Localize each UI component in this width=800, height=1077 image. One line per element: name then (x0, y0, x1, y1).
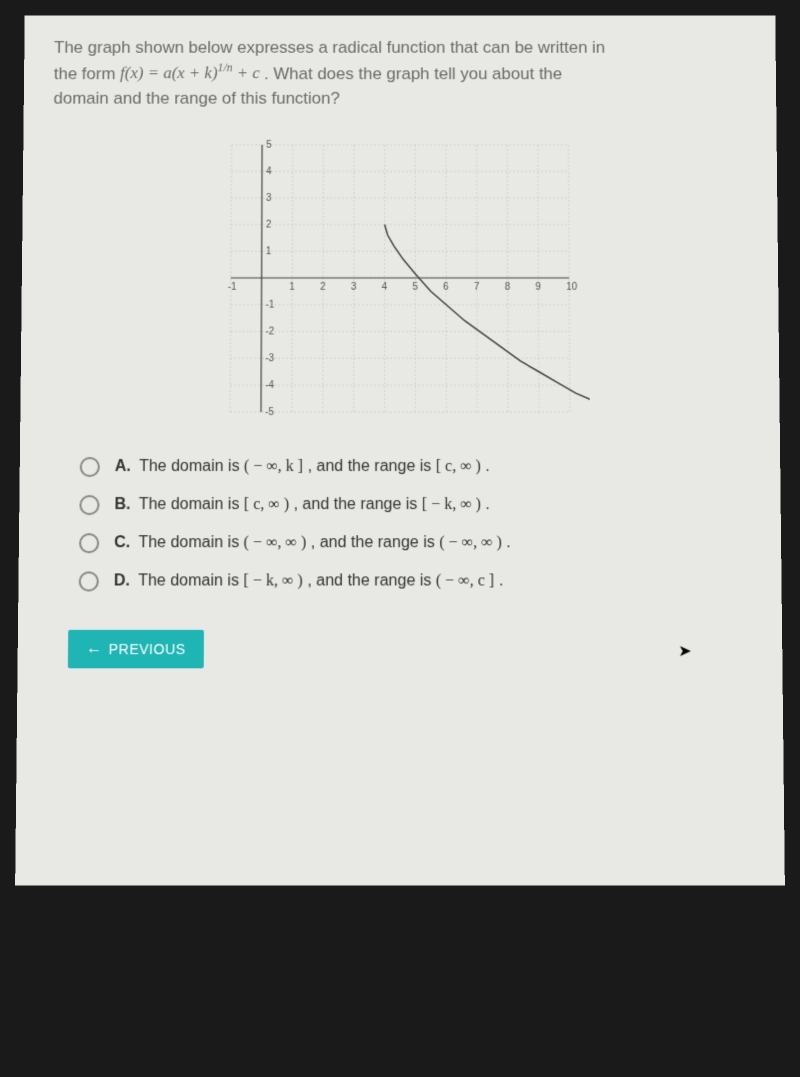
svg-text:-1: -1 (228, 282, 237, 293)
option-a[interactable]: A. The domain is ( − ∞, k ] , and the ra… (80, 457, 751, 477)
radio-icon[interactable] (79, 533, 99, 553)
graph-svg: -1 1 2 3 4 5 6 7 8 9 10 -5 -4 -3 -2 -1 1 2 3 4 5 (210, 125, 590, 432)
options-list: A. The domain is ( − ∞, k ] , and the ra… (49, 457, 752, 592)
svg-text:-2: -2 (265, 327, 274, 338)
svg-text:4: 4 (382, 282, 388, 293)
svg-text:-1: -1 (265, 300, 274, 311)
q-line1: The graph shown below expresses a radica… (54, 38, 605, 57)
svg-text:10: 10 (566, 282, 578, 293)
svg-text:1: 1 (289, 282, 295, 293)
svg-text:5: 5 (412, 282, 418, 293)
cursor-icon: ➤ (678, 641, 692, 661)
formula: f(x) = a(x + k)1/n + c (120, 64, 264, 83)
graph: -1 1 2 3 4 5 6 7 8 9 10 -5 -4 -3 -2 -1 1 2 3 4 5 (210, 125, 590, 432)
svg-text:3: 3 (351, 282, 357, 293)
option-a-label: A. The domain is ( − ∞, k ] , and the ra… (115, 458, 490, 476)
radio-icon[interactable] (80, 457, 100, 477)
svg-text:4: 4 (266, 167, 272, 178)
arrow-left-icon: ← (86, 640, 103, 658)
svg-text:9: 9 (535, 282, 541, 293)
svg-text:-5: -5 (265, 407, 274, 418)
option-d-label: D. The domain is [ − k, ∞ ) , and the ra… (114, 573, 503, 591)
question-text: The graph shown below expresses a radica… (53, 35, 746, 110)
q-line2-post: . What does the graph tell you about the (264, 64, 562, 83)
option-d[interactable]: D. The domain is [ − k, ∞ ) , and the ra… (79, 572, 752, 592)
svg-text:6: 6 (443, 282, 449, 293)
q-line3: domain and the range of this function? (53, 89, 339, 108)
previous-label: PREVIOUS (109, 641, 186, 657)
q-line2-pre: the form (54, 64, 121, 83)
option-b[interactable]: B. The domain is [ c, ∞ ) , and the rang… (79, 495, 750, 515)
option-c-label: C. The domain is ( − ∞, ∞ ) , and the ra… (114, 534, 511, 552)
svg-text:8: 8 (505, 282, 511, 293)
radio-icon[interactable] (79, 572, 99, 592)
option-b-label: B. The domain is [ c, ∞ ) , and the rang… (114, 496, 490, 514)
option-c[interactable]: C. The domain is ( − ∞, ∞ ) , and the ra… (79, 533, 751, 553)
svg-text:2: 2 (320, 282, 326, 293)
radio-icon[interactable] (79, 495, 99, 515)
svg-text:1: 1 (266, 246, 272, 257)
svg-text:7: 7 (474, 282, 480, 293)
svg-text:5: 5 (266, 140, 272, 151)
previous-button[interactable]: ← PREVIOUS (68, 630, 204, 668)
svg-text:-3: -3 (265, 353, 274, 364)
svg-text:3: 3 (266, 193, 272, 204)
svg-text:2: 2 (266, 220, 272, 231)
svg-text:-4: -4 (265, 380, 274, 391)
